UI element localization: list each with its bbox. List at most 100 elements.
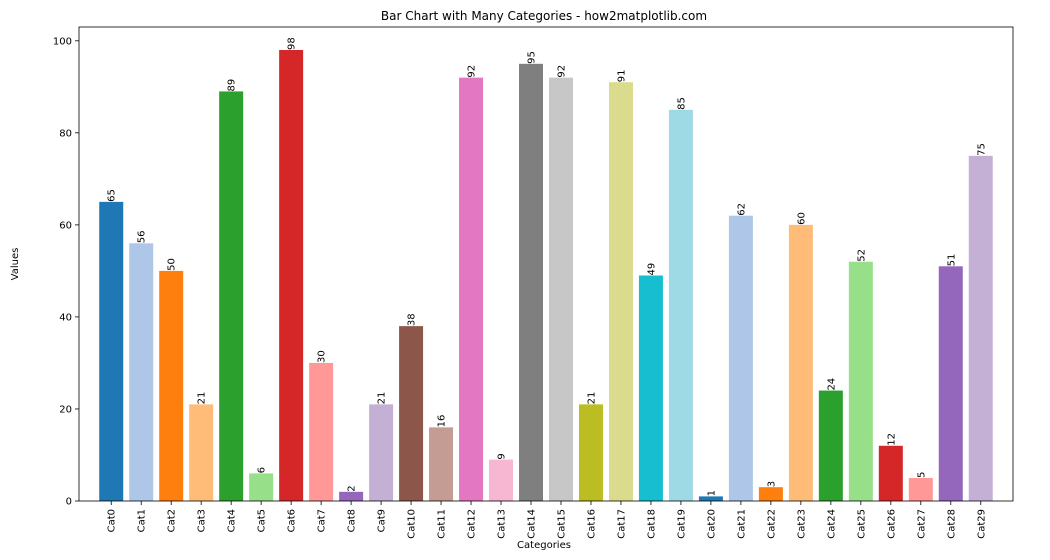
bar-cat23 — [788, 224, 813, 501]
data-label-cat24: 24 — [826, 378, 837, 391]
data-label-cat2: 50 — [167, 258, 178, 271]
x-tick-label-cat8: Cat8 — [347, 509, 358, 532]
y-tick-label-100: 100 — [53, 36, 72, 47]
bar-cat25 — [848, 261, 873, 501]
bar-cat24 — [818, 390, 843, 501]
x-tick-label-cat11: Cat11 — [437, 509, 448, 539]
data-label-cat22: 3 — [766, 481, 777, 487]
bar-cat16 — [578, 404, 603, 501]
x-tick-label-cat9: Cat9 — [377, 509, 388, 532]
bar-cat11 — [429, 427, 454, 501]
bar-cat29 — [968, 155, 993, 501]
bar-cat5 — [249, 473, 274, 501]
x-tick-label-cat26: Cat26 — [886, 509, 897, 539]
bar-cat8 — [339, 491, 364, 501]
bar-cat6 — [279, 50, 304, 501]
x-tick-label-cat29: Cat29 — [976, 509, 987, 539]
data-labels-group: 65 56 50 21 89 6 98 30 2 21 38 16 92 9 95 92 21 91 49 85 1 62… — [107, 37, 988, 496]
x-tick-label-cat16: Cat16 — [586, 509, 597, 539]
data-label-cat0: 65 — [107, 189, 118, 202]
bars-group — [99, 50, 993, 502]
y-tick-label-20: 20 — [59, 404, 72, 415]
data-label-cat17: 91 — [616, 69, 627, 82]
bar-cat28 — [938, 266, 963, 501]
x-tick-label-cat0: Cat0 — [107, 509, 118, 532]
bar-cat3 — [189, 404, 214, 501]
data-label-cat25: 52 — [856, 249, 867, 262]
bar-cat19 — [668, 109, 693, 501]
x-tick-label-cat4: Cat4 — [227, 509, 238, 532]
x-tick-label-cat17: Cat17 — [616, 509, 627, 539]
bar-cat7 — [309, 362, 334, 501]
bar-cat4 — [219, 91, 244, 502]
bar-cat15 — [549, 77, 573, 502]
x-tick-label-cat5: Cat5 — [257, 509, 268, 532]
data-label-cat16: 21 — [586, 392, 597, 405]
x-tick-label-cat24: Cat24 — [826, 509, 837, 539]
y-tick-label-40: 40 — [59, 312, 72, 323]
data-label-cat13: 9 — [497, 453, 508, 459]
x-tick-label-cat1: Cat1 — [137, 509, 148, 532]
bar-cat10 — [399, 326, 424, 501]
data-label-cat1: 56 — [137, 231, 148, 244]
x-tick-label-cat28: Cat28 — [946, 509, 957, 539]
x-tick-label-cat22: Cat22 — [766, 509, 777, 539]
plot-frame — [78, 26, 1014, 502]
data-label-cat11: 16 — [437, 415, 448, 428]
bar-cat9 — [369, 404, 394, 501]
x-tick-label-cat20: Cat20 — [706, 509, 717, 539]
x-tick-label-cat3: Cat3 — [197, 509, 208, 532]
data-label-cat9: 21 — [377, 392, 388, 405]
data-label-cat6: 98 — [287, 37, 298, 50]
x-ticks-group: Cat0 Cat1 Cat2 Cat3 Cat4 Cat5 Cat6 Cat7 Cat8 Cat9… — [107, 501, 987, 539]
bar-cat13 — [489, 459, 514, 501]
bar-cat22 — [758, 487, 783, 501]
data-label-cat20: 1 — [706, 490, 717, 496]
data-label-cat26: 12 — [886, 433, 897, 446]
data-label-cat8: 2 — [347, 485, 358, 491]
x-tick-label-cat10: Cat10 — [407, 509, 418, 539]
x-tick-label-cat23: Cat23 — [796, 509, 807, 539]
data-label-cat3: 21 — [197, 392, 208, 405]
x-tick-label-cat19: Cat19 — [676, 509, 687, 539]
y-tick-label-0: 0 — [66, 497, 72, 508]
x-tick-label-cat13: Cat13 — [497, 509, 508, 539]
data-label-cat28: 51 — [946, 254, 957, 267]
data-label-cat5: 6 — [257, 467, 268, 473]
bar-cat1 — [129, 243, 154, 502]
x-tick-label-cat21: Cat21 — [736, 509, 747, 539]
data-label-cat15: 92 — [556, 65, 567, 78]
x-tick-label-cat14: Cat14 — [527, 509, 538, 539]
data-label-cat14: 95 — [527, 51, 538, 64]
x-tick-label-cat18: Cat18 — [646, 509, 657, 539]
x-axis-label: Categories — [517, 540, 571, 551]
y-tick-label-60: 60 — [59, 220, 72, 231]
bar-cat12 — [459, 77, 484, 502]
x-tick-label-cat25: Cat25 — [856, 509, 867, 539]
x-tick-label-cat7: Cat7 — [317, 509, 328, 532]
data-label-cat29: 75 — [976, 143, 987, 156]
y-ticks-group: 0 20 40 60 80 100 — [53, 36, 79, 508]
data-label-cat10: 38 — [407, 313, 418, 326]
bar-cat0 — [99, 201, 124, 501]
data-label-cat7: 30 — [317, 350, 328, 363]
bar-cat21 — [728, 215, 753, 501]
bar-cat26 — [878, 445, 903, 501]
x-tick-label-cat27: Cat27 — [916, 509, 927, 539]
bar-cat14 — [519, 63, 543, 501]
chart-title: Bar Chart with Many Categories - how2mat… — [381, 9, 707, 23]
bar-cat2 — [159, 270, 184, 501]
data-label-cat27: 5 — [916, 472, 927, 478]
bar-cat20 — [698, 496, 723, 501]
data-label-cat12: 92 — [467, 65, 478, 78]
data-label-cat23: 60 — [796, 212, 807, 225]
x-tick-label-cat15: Cat15 — [556, 509, 567, 539]
x-tick-label-cat12: Cat12 — [467, 509, 478, 539]
x-tick-label-cat6: Cat6 — [287, 509, 298, 532]
bar-cat27 — [908, 477, 933, 501]
bar-cat18 — [638, 275, 663, 501]
y-tick-label-80: 80 — [59, 128, 72, 139]
x-tick-label-cat2: Cat2 — [167, 509, 178, 532]
data-label-cat18: 49 — [646, 263, 657, 276]
